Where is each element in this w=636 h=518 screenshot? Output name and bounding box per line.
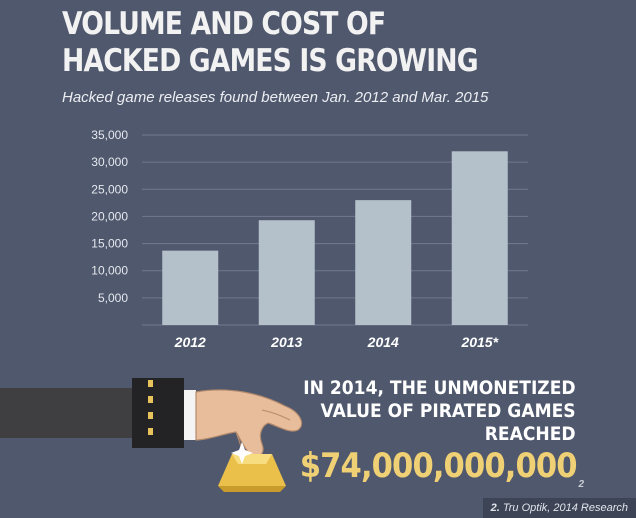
y-tick-label: 35,000 [91, 128, 128, 142]
hand-illustration [0, 378, 303, 492]
source-citation: 2. Tru Optik, 2014 Research [482, 498, 636, 518]
callout-line-2: VALUE OF PIRATED GAMES [320, 400, 576, 422]
bar-2012 [162, 250, 219, 325]
x-tick-label: 2013 [270, 334, 302, 350]
y-tick-label: 5,000 [98, 291, 128, 305]
title-line-1: VOLUME AND COST OF [62, 6, 386, 42]
callout-line-3: REACHED [485, 423, 576, 445]
title-line-2: HACKED GAMES IS GROWING [62, 43, 479, 79]
callout-line-1: IN 2014, THE UNMONETIZED [303, 377, 576, 399]
bar-2013 [258, 220, 315, 325]
pirated-value-callout: IN 2014, THE UNMONETIZED VALUE OF PIRATE… [273, 377, 576, 446]
x-tick-label: 2012 [174, 334, 206, 350]
source-number: 2. [490, 502, 500, 514]
x-tick-label: 2015* [460, 334, 498, 350]
bar-2015 [451, 151, 508, 325]
y-tick-label: 20,000 [91, 209, 128, 223]
y-tick-label: 30,000 [91, 155, 128, 169]
bar-chart: 5,000 10,000 15,000 20,000 25,000 30,000 35,00… [91, 128, 528, 350]
chart-subtitle: Hacked game releases found between Jan. … [62, 89, 489, 106]
sparkle-icon [231, 442, 253, 464]
y-tick-label: 10,000 [91, 264, 128, 278]
footnote-mark: 2 [578, 479, 584, 490]
sleeve-icon [0, 378, 196, 448]
source-text: Tru Optik, 2014 Research [502, 502, 628, 514]
y-tick-label: 15,000 [91, 237, 128, 251]
bar-2014 [355, 200, 412, 325]
page-title: VOLUME AND COST OF HACKED GAMES IS GROWI… [62, 6, 479, 80]
pirated-value-amount: $74,000,000,000 [299, 446, 578, 486]
x-tick-label: 2014 [367, 334, 399, 350]
pirated-value-amount-row: $74,000,000,000 2 [269, 446, 584, 490]
y-tick-label: 25,000 [91, 182, 128, 196]
